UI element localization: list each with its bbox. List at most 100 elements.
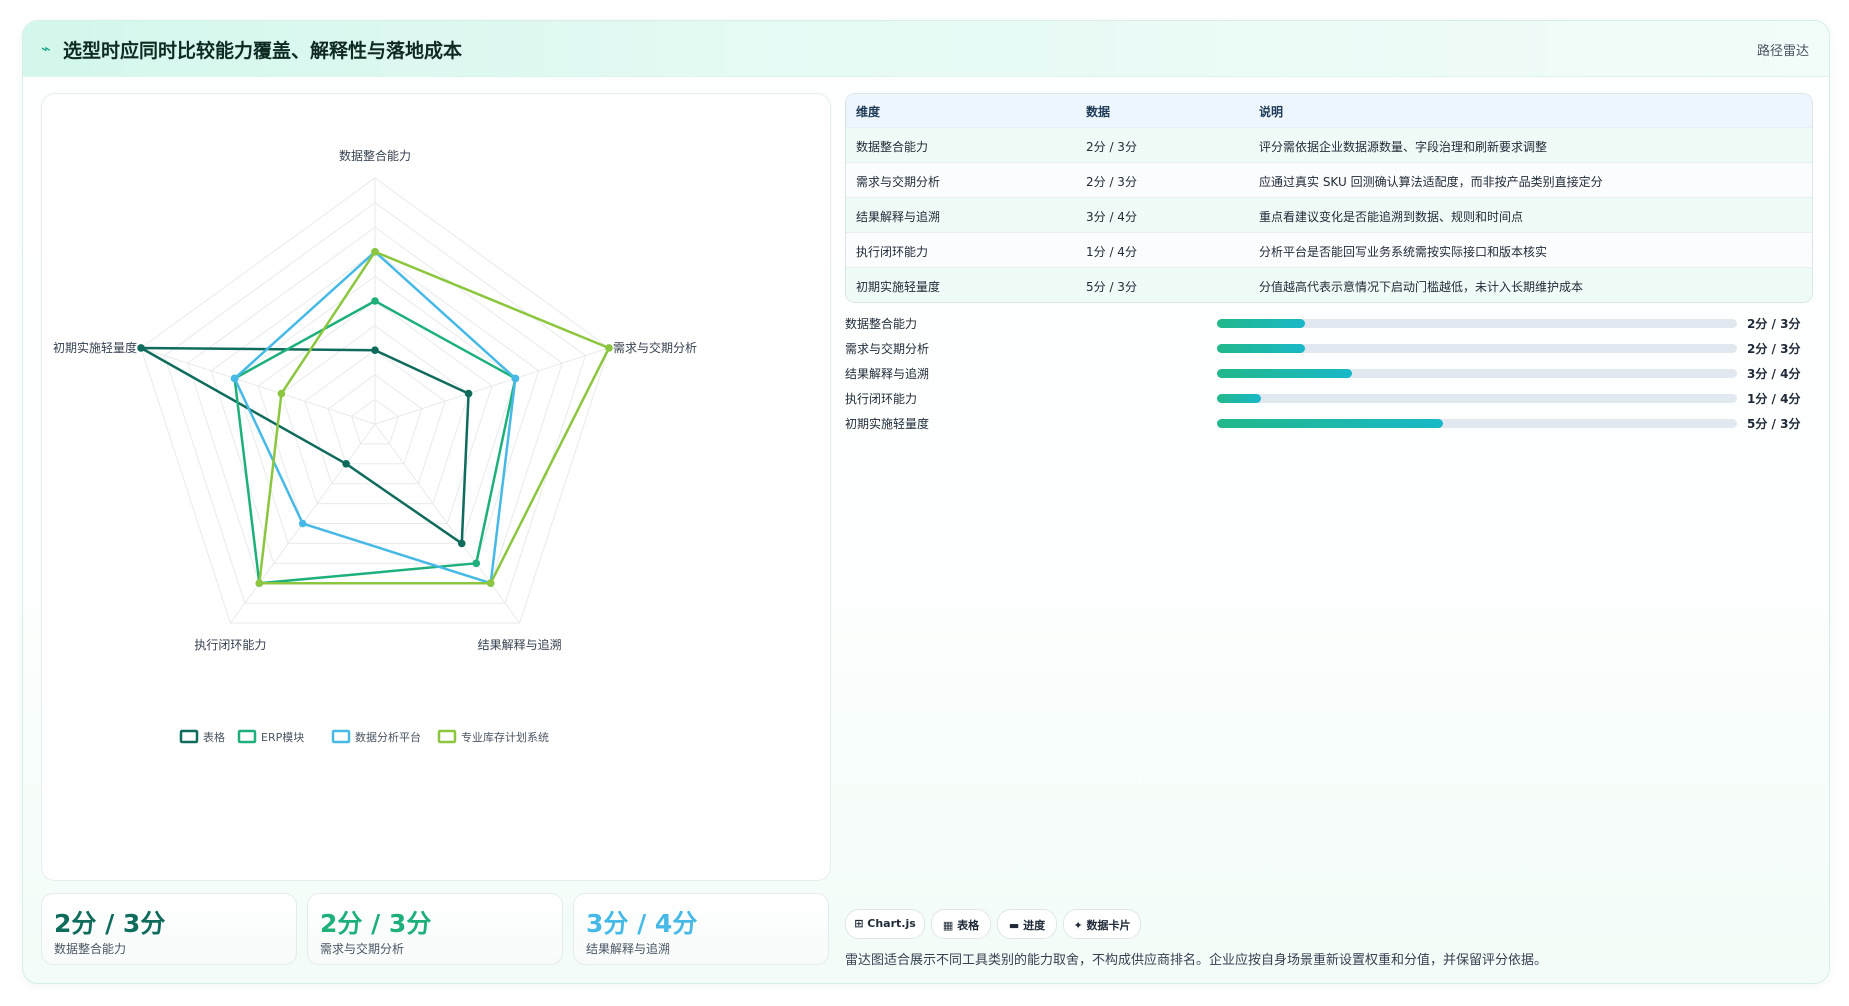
axis-label: 数据整合能力 [339, 148, 411, 163]
chip-chartjs[interactable]: ⊞ Chart.js [845, 909, 925, 939]
chip-label: ⊞ Chart.js [854, 917, 916, 930]
series-line [233, 299, 517, 585]
stat-label: 需求与交期分析 [320, 942, 405, 956]
axis-label: 执行闭环能力 [194, 638, 266, 652]
grid-ring [140, 177, 610, 624]
table-cell: 重点看建议变化是否能追溯到数据、规则和时间点 [1259, 210, 1524, 224]
data-point [277, 389, 286, 398]
main-card: ⌁ 选型时应同时比较能力覆盖、解释性与落地成本 路径雷达 数据整合能力 需求与交期… [22, 20, 1830, 984]
series-line [233, 250, 517, 585]
trend-icon: ⌁ [41, 39, 51, 58]
progress-track [1217, 319, 1737, 328]
table-cell: 3分 / 4分 [1086, 210, 1137, 224]
legend-label: 数据分析平台 [355, 730, 421, 744]
chip-progress[interactable]: ▬ 进度 [997, 909, 1057, 939]
data-point [137, 344, 145, 352]
table-row: 数据整合能力 2分 / 3分 评分需依据企业数据源数量、字段治理和刷新要求调整 [846, 127, 1812, 163]
chip-label: ▦ 表格 [942, 919, 980, 932]
grid-spoke [374, 423, 520, 624]
series-line [139, 346, 470, 545]
table-cell: 5分 / 3分 [1086, 280, 1137, 294]
page-title: 选型时应同时比较能力覆盖、解释性与落地成本 [63, 40, 463, 62]
legend-swatch [437, 729, 457, 744]
data-point [457, 539, 466, 548]
progress-fill [1217, 394, 1262, 403]
progress-fill [1217, 344, 1306, 353]
legend-swatch [179, 729, 199, 744]
data-table: 维度 数据 说明 数据整合能力 2分 / 3分 评分需依据企业数据源数量、字段治… [845, 93, 1813, 303]
stat-card-1: 2分 / 3分 数据整合能力 [41, 893, 297, 965]
progress-row: 数据整合能力 2分 / 3分 [845, 313, 1811, 333]
grid-spoke [140, 347, 376, 425]
data-point [605, 344, 613, 352]
header-tag: 路径雷达 [1756, 44, 1809, 59]
grid-ring [210, 251, 540, 564]
table-cell: 评分需依据企业数据源数量、字段治理和刷新要求调整 [1259, 140, 1548, 154]
progress-value: 2分 / 3分 [1747, 342, 1801, 356]
progress-track [1217, 369, 1737, 378]
chip-data-card[interactable]: ✦ 数据卡片 [1063, 909, 1141, 939]
progress-fill [1217, 319, 1306, 328]
table-header-cell: 说明 [1259, 105, 1284, 119]
table-row: 初期实施轻量度 5分 / 3分 分值越高代表示意情况下启动门槛越低，未计入长期维… [846, 267, 1812, 302]
progress-fill [1217, 369, 1353, 378]
data-point [298, 519, 307, 528]
legend-swatch [237, 729, 257, 744]
table-cell: 应通过真实 SKU 回测确认算法适配度，而非按产品类别直接定分 [1259, 175, 1603, 189]
table-cell: 分值越高代表示意情况下启动门槛越低，未计入长期维护成本 [1259, 280, 1584, 294]
data-point [342, 460, 350, 468]
progress-label: 结果解释与追溯 [845, 367, 930, 381]
progress-track [1217, 419, 1737, 428]
axis-label: 结果解释与追溯 [478, 637, 562, 652]
progress-row: 初期实施轻量度 5分 / 3分 [845, 413, 1811, 433]
chip-label: ✦ 数据卡片 [1073, 919, 1131, 932]
grid-ring [280, 324, 470, 505]
table-cell: 2分 / 3分 [1086, 175, 1137, 189]
legend-label: 表格 [203, 730, 225, 744]
progress-fill [1217, 419, 1444, 428]
progress-track [1217, 394, 1737, 403]
data-point [472, 559, 481, 568]
table-row: 结果解释与追溯 3分 / 4分 重点看建议变化是否能追溯到数据、规则和时间点 [846, 197, 1812, 233]
footnote: 雷达图适合展示不同工具类别的能力取舍，不构成供应商排名。企业应按自身场景重新设置… [845, 953, 1548, 968]
axis-label: 初期实施轻量度 [53, 340, 137, 355]
progress-track [1217, 344, 1737, 353]
data-point [371, 248, 379, 256]
legend-swatch [331, 729, 351, 744]
data-point [511, 374, 520, 383]
axis-label: 需求与交期分析 [613, 340, 697, 355]
data-point [486, 579, 495, 588]
chip-label: ▬ 进度 [1008, 919, 1046, 932]
table-cell: 分析平台是否能回写业务系统需按实际接口和版本核实 [1259, 245, 1548, 259]
stat-label: 数据整合能力 [54, 942, 127, 956]
stat-value: 3分 / 4分 [586, 909, 698, 938]
stat-card-3: 3分 / 4分 结果解释与追溯 [573, 893, 829, 965]
progress-value: 5分 / 3分 [1747, 417, 1801, 431]
progress-label: 初期实施轻量度 [845, 417, 930, 431]
progress-label: 需求与交期分析 [845, 342, 930, 356]
table-row: 需求与交期分析 2分 / 3分 应通过真实 SKU 回测确认算法适配度，而非按产… [846, 162, 1812, 198]
progress-row: 结果解释与追溯 3分 / 4分 [845, 363, 1811, 383]
grid-ring [327, 374, 423, 465]
grid-ring [351, 398, 399, 445]
table-cell: 2分 / 3分 [1086, 140, 1137, 154]
table-cell: 初期实施轻量度 [856, 280, 941, 294]
radar-panel: 数据整合能力 需求与交期分析 结果解释与追溯 执行闭环能力 初期实施轻量度 表格 ERP模块… [41, 93, 831, 881]
progress-value: 3分 / 4分 [1747, 367, 1801, 381]
series-line [258, 250, 611, 585]
grid-spoke [374, 347, 610, 425]
data-point [371, 297, 379, 305]
table-cell: 1分 / 4分 [1086, 245, 1137, 259]
data-point [371, 346, 379, 354]
table-cell: 需求与交期分析 [856, 175, 941, 189]
progress-label: 数据整合能力 [845, 317, 918, 331]
table-row: 执行闭环能力 1分 / 4分 分析平台是否能回写业务系统需按实际接口和版本核实 [846, 232, 1812, 268]
table-header-cell: 数据 [1086, 105, 1111, 119]
legend-label: 专业库存计划系统 [461, 730, 549, 744]
stat-value: 2分 / 3分 [54, 909, 166, 938]
chip-table[interactable]: ▦ 表格 [931, 909, 991, 939]
progress-value: 1分 / 4分 [1747, 392, 1801, 406]
table-cell: 数据整合能力 [856, 140, 929, 154]
table-cell: 执行闭环能力 [856, 245, 929, 259]
